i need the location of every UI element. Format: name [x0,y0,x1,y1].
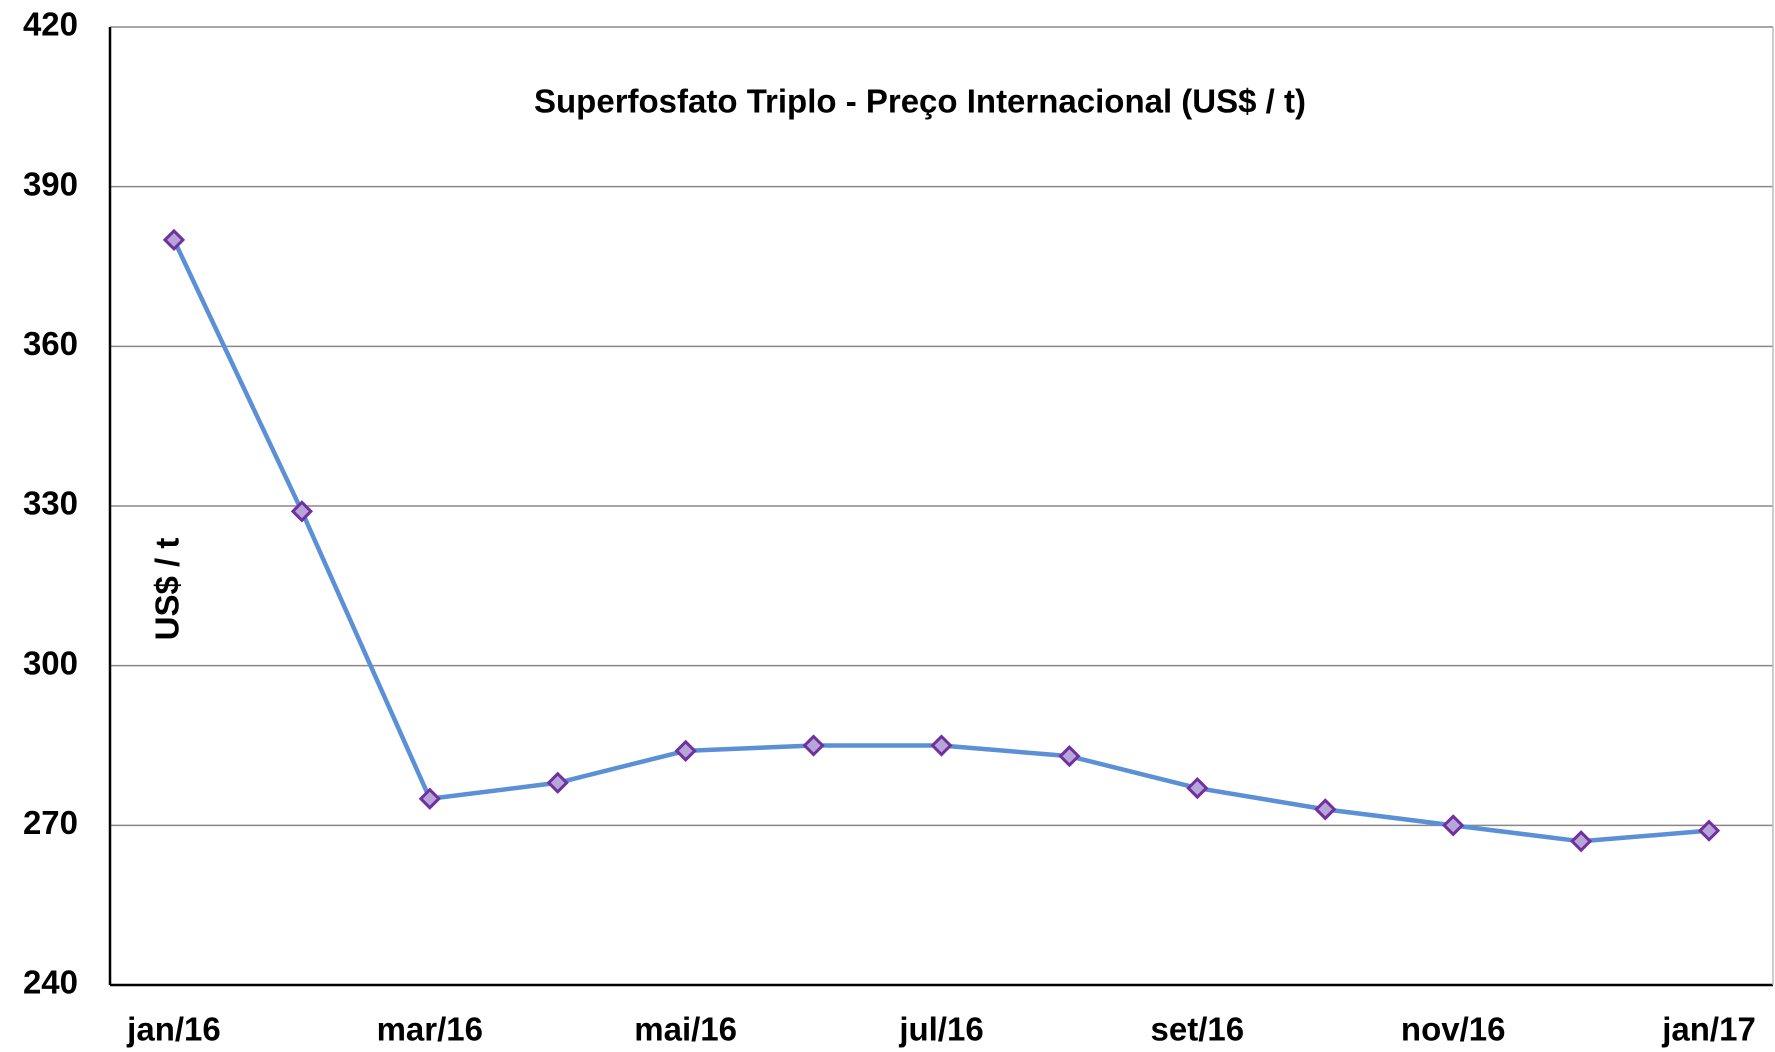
y-tick-label: 300 [23,644,78,681]
marker [290,500,314,523]
x-tick-label: mar/16 [377,1011,483,1048]
y-tick-label: 240 [23,964,78,1001]
y-axis-label: US$ / t [149,538,186,641]
marker [802,734,825,757]
x-tick-label: mai/16 [634,1011,737,1048]
y-tick-label: 330 [23,485,78,522]
marker [1697,819,1721,842]
y-tick-label: 390 [23,165,78,202]
x-tick-label: jul/16 [898,1011,983,1048]
marker [1058,745,1081,768]
marker [1442,814,1465,837]
marker [674,739,697,762]
marker [162,228,186,252]
y-tick-label: 360 [23,325,78,362]
y-tick-label: 420 [23,6,78,43]
marker [1314,798,1337,821]
x-tick-label: jan/16 [126,1011,221,1048]
y-tick-label: 270 [23,804,78,841]
marker [418,787,441,810]
marker [1186,776,1209,800]
marker [1569,830,1593,853]
chart-title: Superfosfato Triplo - Preço Internaciona… [534,83,1306,120]
x-tick-label: set/16 [1151,1011,1245,1048]
marker [546,771,569,794]
marker [930,734,953,757]
x-tick-label: jan/17 [1661,1011,1756,1048]
x-tick-label: nov/16 [1401,1011,1506,1048]
